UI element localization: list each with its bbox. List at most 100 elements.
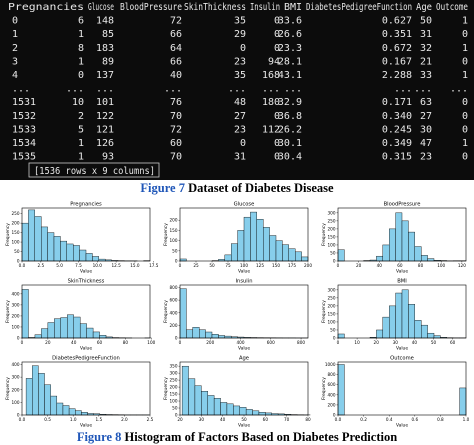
chart-title: Age bbox=[239, 356, 249, 362]
histogram-bar bbox=[408, 232, 414, 261]
table-cell: 30 bbox=[420, 124, 432, 135]
column-header: Outcome bbox=[436, 2, 468, 13]
figure-7-caption: Figure 7 Dataset of Diabetes Disease bbox=[0, 181, 474, 196]
x-tick-label: 70 bbox=[284, 417, 290, 422]
row-index: 1534 bbox=[12, 138, 36, 149]
y-tick-label: 800 bbox=[328, 372, 336, 377]
histogram-bar bbox=[240, 407, 246, 415]
row-index: 1 bbox=[12, 29, 18, 40]
table-cell: 0 bbox=[462, 111, 468, 122]
histogram-bar bbox=[74, 317, 80, 338]
histogram-bar bbox=[214, 398, 220, 415]
histogram-bar bbox=[93, 332, 99, 338]
x-tick-label: 175 bbox=[288, 263, 296, 268]
histogram-bar bbox=[253, 411, 259, 415]
y-tick-label: 100 bbox=[170, 238, 178, 243]
table-cell: 30.1 bbox=[278, 138, 302, 149]
histogram-bar bbox=[408, 304, 414, 338]
y-axis-label: Frequency bbox=[163, 223, 169, 246]
row-index: 1532 bbox=[12, 111, 36, 122]
y-tick-label: 150 bbox=[328, 311, 336, 316]
x-tick-label: 0 bbox=[21, 340, 24, 345]
column-header: Glucose bbox=[88, 2, 114, 13]
y-tick-label: 600 bbox=[170, 298, 178, 303]
table-cell: 23 bbox=[420, 152, 432, 163]
x-tick-label: 0 bbox=[337, 263, 340, 268]
histogram-bar bbox=[69, 409, 75, 415]
histogram-bar bbox=[338, 365, 344, 415]
x-tick-label: 10 bbox=[354, 340, 360, 345]
table-cell: 0 bbox=[462, 97, 468, 108]
x-tick-label: 25 bbox=[193, 263, 199, 268]
y-tick-label: 250 bbox=[12, 211, 20, 216]
histogram-bar bbox=[265, 413, 271, 415]
y-tick-label: 150 bbox=[12, 230, 20, 235]
chart-title: Glucose bbox=[234, 202, 255, 208]
row-index: 2 bbox=[12, 43, 18, 54]
x-tick-label: 400 bbox=[237, 340, 245, 345]
histogram-bar bbox=[421, 325, 427, 338]
histogram-bar bbox=[26, 378, 32, 415]
y-tick-label: 1000 bbox=[325, 362, 336, 367]
histogram-bar bbox=[460, 388, 466, 415]
table-cell: 1 bbox=[78, 138, 84, 149]
x-axis-label: Value bbox=[396, 423, 408, 429]
histogram-bar bbox=[221, 402, 227, 415]
x-tick-label: 125 bbox=[256, 263, 264, 268]
row-index: 1531 bbox=[12, 97, 36, 108]
x-tick-label: 17.5 bbox=[149, 263, 159, 268]
histogram-bar bbox=[338, 334, 344, 338]
table-cell: 70 bbox=[170, 111, 182, 122]
row-index: 0 bbox=[12, 16, 18, 27]
x-tick-label: 800 bbox=[297, 340, 305, 345]
histogram-bar bbox=[186, 330, 192, 338]
histogram-bar bbox=[282, 245, 288, 261]
x-axis-label: Value bbox=[80, 269, 92, 275]
y-axis-label: Frequency bbox=[5, 377, 11, 400]
x-tick-label: 30 bbox=[393, 340, 399, 345]
table-cell: 28.1 bbox=[278, 56, 302, 67]
row-index: 1533 bbox=[12, 124, 36, 135]
histogram-bar bbox=[415, 247, 421, 261]
figure-7-text: Dataset of Diabetes Disease bbox=[185, 181, 334, 195]
y-tick-label: 200 bbox=[12, 221, 20, 226]
column-header: BMI bbox=[284, 2, 302, 13]
x-tick-label: 60 bbox=[97, 340, 103, 345]
y-tick-label: 200 bbox=[170, 323, 178, 328]
table-cell: 72 bbox=[170, 16, 182, 27]
x-tick-label: 40 bbox=[412, 340, 418, 345]
column-header: Age bbox=[416, 2, 432, 13]
row-index: 1535 bbox=[12, 152, 36, 163]
histogram-bar bbox=[54, 319, 60, 338]
y-tick-label: 250 bbox=[170, 378, 178, 383]
table-cell: 30.4 bbox=[278, 152, 302, 163]
x-tick-label: 40 bbox=[71, 340, 77, 345]
histogram-bar bbox=[22, 289, 28, 338]
table-cell: ... bbox=[284, 84, 302, 95]
table-cell: 1 bbox=[78, 152, 84, 163]
histogram-bar bbox=[51, 396, 57, 415]
chart-title: SkinThickness bbox=[68, 279, 105, 285]
histogram-bar bbox=[428, 333, 434, 338]
histogram-bar bbox=[257, 219, 263, 261]
x-tick-label: 600 bbox=[267, 340, 275, 345]
y-tick-label: 0 bbox=[17, 336, 20, 341]
x-tick-label: 80 bbox=[305, 417, 311, 422]
chart-title: DiabetesPedigreeFunction bbox=[52, 356, 120, 362]
histogram-bar bbox=[218, 335, 224, 338]
shape-label: [1536 rows x 9 columns] bbox=[34, 166, 155, 177]
histogram-bar bbox=[201, 391, 207, 415]
figure-8-caption: Figure 8 Histogram of Factors Based on D… bbox=[0, 430, 474, 445]
histogram-bar bbox=[80, 250, 86, 261]
histogram-bar bbox=[396, 293, 402, 338]
table-cell: 36.8 bbox=[278, 111, 302, 122]
histogram-bar bbox=[67, 244, 73, 261]
x-tick-label: 1.0 bbox=[70, 417, 77, 422]
x-axis-label: Value bbox=[396, 346, 408, 352]
chart-title: BloodPressure bbox=[384, 202, 421, 208]
histogram-bar bbox=[225, 255, 231, 261]
column-header: Pregnancies bbox=[8, 2, 84, 13]
